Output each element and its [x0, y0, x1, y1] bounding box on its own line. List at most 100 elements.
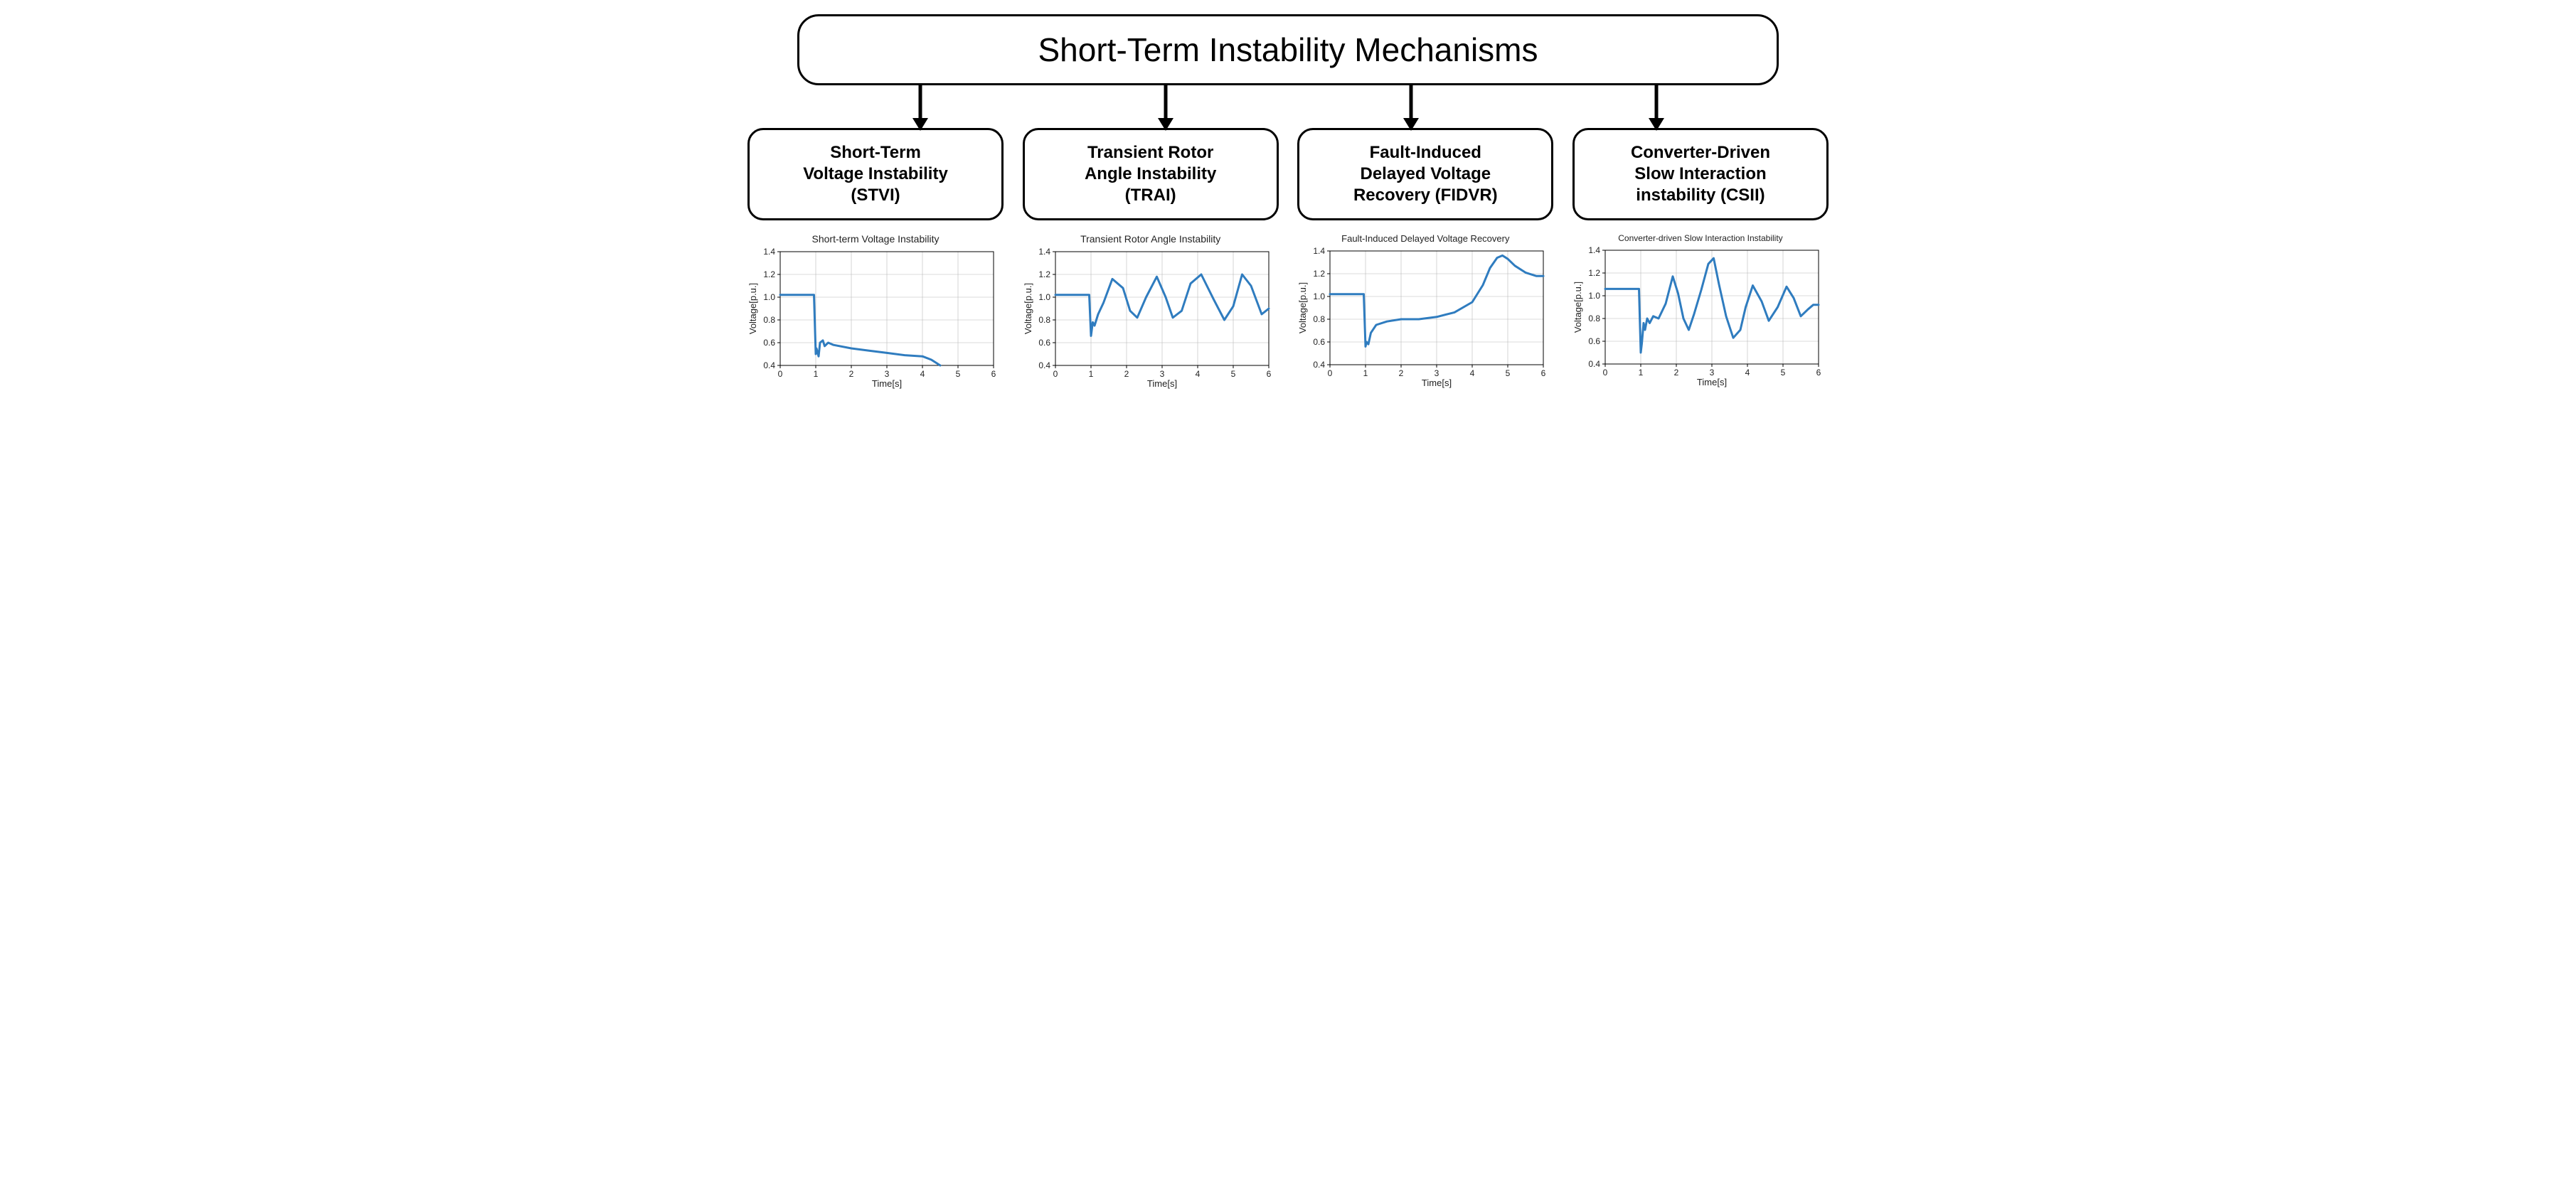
svg-text:Voltage[p.u.]: Voltage[p.u.] [1572, 282, 1583, 333]
main-title: Short-Term Instability Mechanisms [828, 31, 1748, 69]
arrow-cell-2 [1290, 85, 1532, 128]
svg-text:Voltage[p.u.]: Voltage[p.u.] [1023, 283, 1033, 334]
svg-text:0.4: 0.4 [763, 360, 775, 370]
charts-row: Short-term Voltage Instability 0 1 2 3 4 5 6 0.… [747, 233, 1829, 395]
chart-trai: Transient Rotor Angle Instability 0 1 2 3 4 5… [1023, 233, 1279, 395]
svg-text:6: 6 [1541, 368, 1546, 378]
chart-title: Fault-Induced Delayed Voltage Recovery [1297, 233, 1553, 244]
arrow-icon [1647, 85, 1666, 132]
svg-text:1.4: 1.4 [1314, 246, 1326, 256]
svg-text:Voltage[p.u.]: Voltage[p.u.] [747, 283, 758, 334]
diagram-root: Short-Term Instability Mechanisms Short-… [747, 14, 1829, 395]
svg-text:5: 5 [956, 369, 961, 379]
svg-text:4: 4 [1470, 368, 1475, 378]
arrow-cell-1 [1045, 85, 1287, 128]
svg-text:6: 6 [991, 369, 996, 379]
svg-text:2: 2 [1674, 368, 1679, 378]
svg-text:0.8: 0.8 [1038, 315, 1050, 325]
sub-label-line: (TRAI) [1032, 185, 1270, 206]
sub-label-line: Converter-Driven [1582, 142, 1819, 164]
chart-fidvr: Fault-Induced Delayed Voltage Recovery 0… [1297, 233, 1553, 395]
svg-text:0.8: 0.8 [1588, 314, 1600, 323]
svg-text:0.6: 0.6 [1038, 338, 1050, 348]
svg-text:1.4: 1.4 [1588, 245, 1600, 255]
sub-label-line: Fault-Induced [1306, 142, 1544, 164]
svg-text:4: 4 [1195, 369, 1200, 379]
svg-text:0.8: 0.8 [763, 315, 775, 325]
sub-label-line: Recovery (FIDVR) [1306, 185, 1544, 206]
sub-label-line: Angle Instability [1032, 164, 1270, 185]
svg-text:1: 1 [1363, 368, 1368, 378]
svg-text:5: 5 [1230, 369, 1235, 379]
svg-text:0: 0 [1603, 368, 1608, 378]
svg-text:1.2: 1.2 [763, 269, 775, 279]
svg-text:1.4: 1.4 [763, 247, 775, 257]
chart-title: Short-term Voltage Instability [747, 233, 1004, 245]
svg-text:6: 6 [1266, 369, 1271, 379]
svg-text:Time[s]: Time[s] [1422, 378, 1452, 388]
chart-svg: 01234560.40.60.81.01.21.4Time[s]Voltage[… [1297, 245, 1549, 390]
svg-text:1.2: 1.2 [1588, 268, 1600, 278]
sub-box-fidvr: Fault-Induced Delayed Voltage Recovery (… [1297, 128, 1553, 220]
sub-box-stvi: Short-Term Voltage Instability (STVI) [747, 128, 1004, 220]
chart-csii: Converter-driven Slow Interaction Instab… [1572, 233, 1829, 395]
svg-text:2: 2 [1399, 368, 1404, 378]
svg-text:0.6: 0.6 [763, 338, 775, 348]
main-box: Short-Term Instability Mechanisms [797, 14, 1779, 85]
arrow-icon [1156, 85, 1175, 132]
sub-box-trai: Transient Rotor Angle Instability (TRAI) [1023, 128, 1279, 220]
svg-text:1.2: 1.2 [1314, 269, 1326, 279]
svg-text:0: 0 [1328, 368, 1333, 378]
svg-text:0.6: 0.6 [1588, 336, 1600, 346]
sub-label-line: (STVI) [757, 185, 994, 206]
svg-text:5: 5 [1781, 368, 1786, 378]
sub-label-line: Voltage Instability [757, 164, 994, 185]
svg-text:1: 1 [1088, 369, 1093, 379]
svg-text:0.8: 0.8 [1314, 314, 1326, 324]
svg-text:1.2: 1.2 [1038, 269, 1050, 279]
arrow-icon [1402, 85, 1420, 132]
chart-svg: 0 1 2 3 4 5 6 0.4 0.6 0.8 1.0 1.2 1.4 Time[s] Voltage[… [747, 246, 999, 391]
sub-label-line: Short-Term [757, 142, 994, 164]
arrow-icon [911, 85, 930, 132]
svg-text:6: 6 [1816, 368, 1821, 378]
chart-svg: 0 1 2 3 4 5 6 0.4 0.6 0.8 1.0 1.2 1.4 Time[s] Voltage[… [1023, 246, 1274, 391]
svg-text:Time[s]: Time[s] [1147, 378, 1177, 389]
svg-text:0.4: 0.4 [1038, 360, 1050, 370]
svg-text:1.0: 1.0 [1038, 292, 1050, 302]
chart-stvi: Short-term Voltage Instability 0 1 2 3 4 5 6 0.… [747, 233, 1004, 395]
svg-text:3: 3 [1710, 368, 1715, 378]
svg-text:4: 4 [920, 369, 925, 379]
svg-text:1.4: 1.4 [1038, 247, 1050, 257]
sub-boxes-row: Short-Term Voltage Instability (STVI) Tr… [747, 128, 1829, 220]
svg-text:0: 0 [1053, 369, 1058, 379]
sub-box-csii: Converter-Driven Slow Interaction instab… [1572, 128, 1829, 220]
svg-text:3: 3 [885, 369, 890, 379]
svg-text:Time[s]: Time[s] [872, 378, 902, 389]
sub-label-line: Slow Interaction [1582, 164, 1819, 185]
svg-text:1.0: 1.0 [1588, 291, 1600, 301]
chart-svg: 01234560.40.60.81.01.21.4Time[s]Voltage[… [1572, 245, 1824, 390]
svg-text:1.0: 1.0 [763, 292, 775, 302]
svg-text:4: 4 [1745, 368, 1750, 378]
svg-text:3: 3 [1159, 369, 1164, 379]
sub-label-line: Delayed Voltage [1306, 164, 1544, 185]
arrows-row [797, 85, 1779, 128]
svg-text:Voltage[p.u.]: Voltage[p.u.] [1297, 282, 1308, 333]
arrow-cell-0 [799, 85, 1041, 128]
svg-text:0.4: 0.4 [1314, 360, 1326, 370]
svg-text:1.0: 1.0 [1314, 291, 1326, 301]
svg-text:1: 1 [1639, 368, 1644, 378]
svg-text:0.6: 0.6 [1314, 337, 1326, 347]
svg-text:0: 0 [778, 369, 783, 379]
arrow-cell-3 [1536, 85, 1777, 128]
sub-label-line: Transient Rotor [1032, 142, 1270, 164]
svg-text:Time[s]: Time[s] [1697, 377, 1727, 387]
sub-label-line: instability (CSII) [1582, 185, 1819, 206]
svg-text:2: 2 [849, 369, 854, 379]
svg-text:2: 2 [1124, 369, 1129, 379]
chart-title: Transient Rotor Angle Instability [1023, 233, 1279, 245]
svg-text:5: 5 [1506, 368, 1511, 378]
chart-title: Converter-driven Slow Interaction Instab… [1572, 233, 1829, 243]
svg-text:1: 1 [814, 369, 819, 379]
